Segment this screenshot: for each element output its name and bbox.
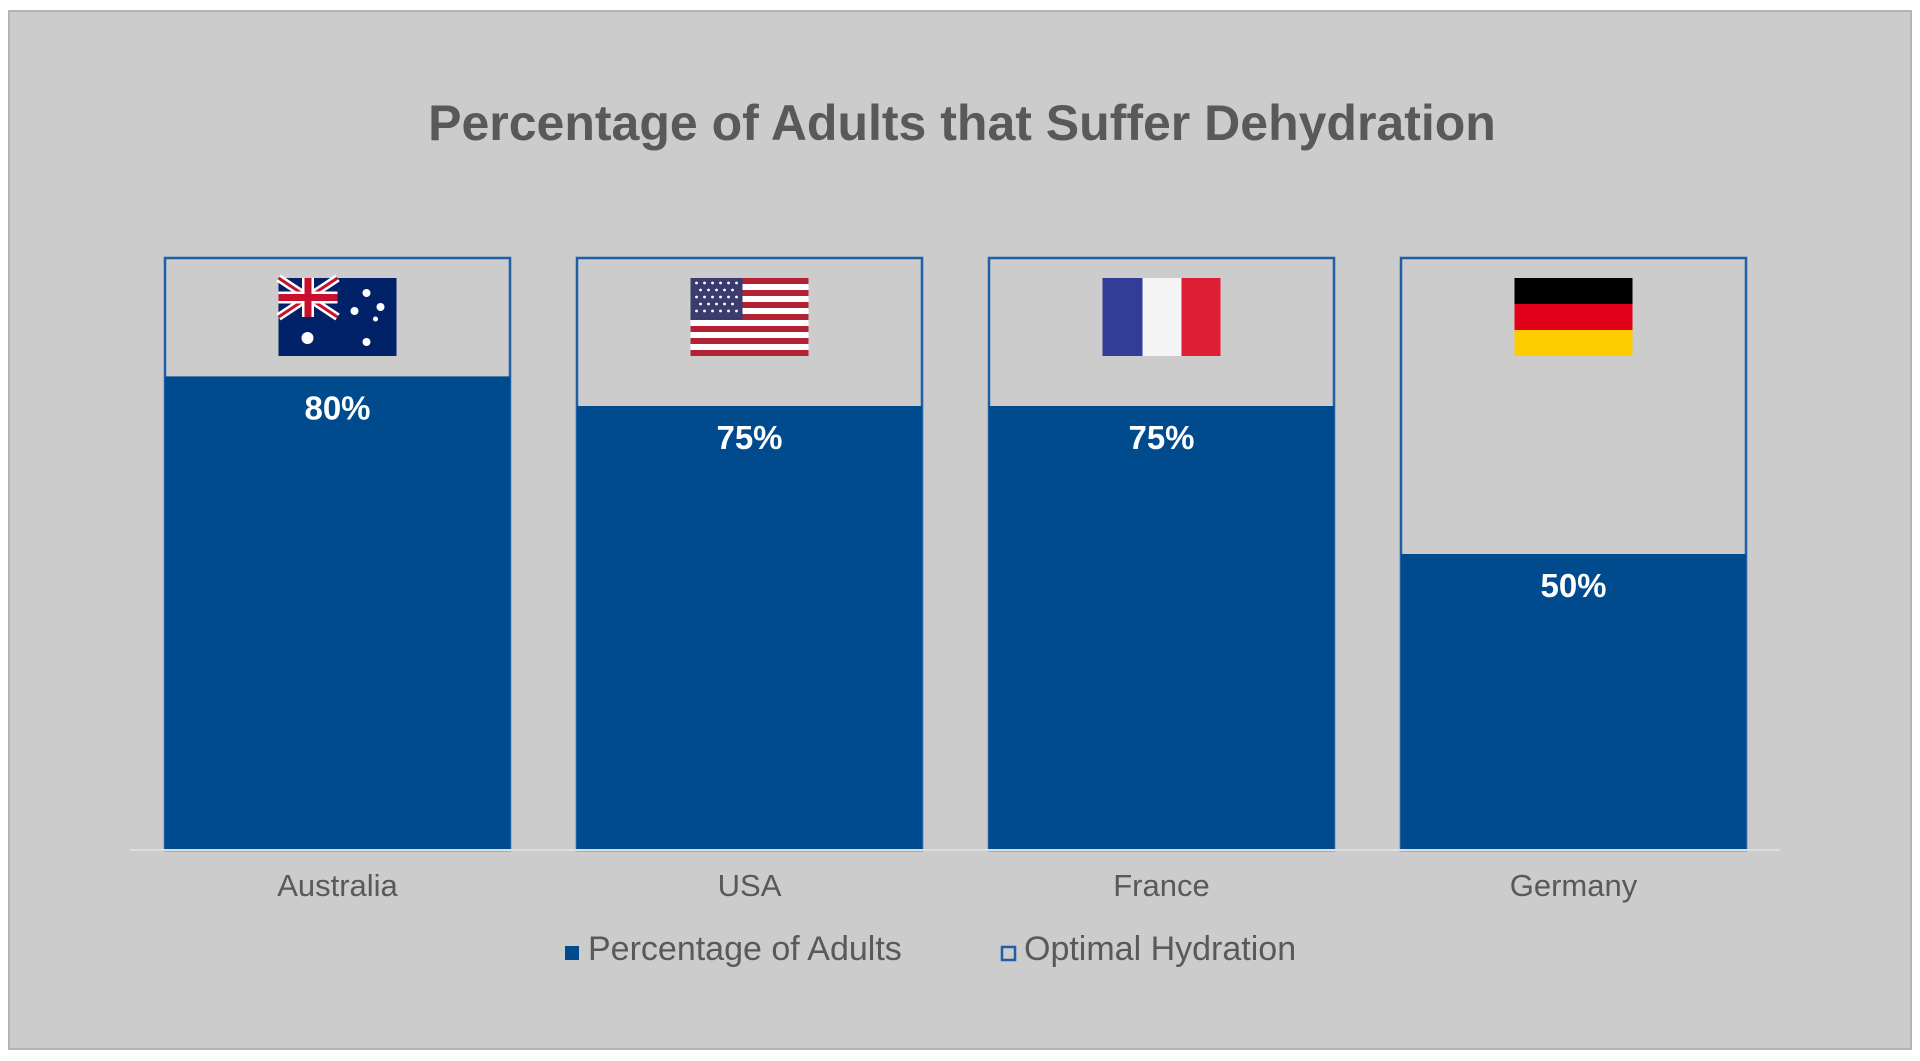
category-labels: Australia USA France Germany bbox=[277, 868, 1638, 903]
data-label-usa: 75% bbox=[716, 419, 782, 456]
data-label-france: 75% bbox=[1128, 419, 1194, 456]
category-label-france: France bbox=[1113, 868, 1209, 903]
data-label-australia: 80% bbox=[304, 389, 370, 426]
chart-svg: Percentage of Adults that Suffer Dehydra… bbox=[130, 95, 1780, 968]
data-label-germany: 50% bbox=[1540, 567, 1606, 604]
bar-percentage-usa bbox=[577, 406, 922, 850]
legend-label-percentage: Percentage of Adults bbox=[588, 930, 902, 968]
legend-label-optimal: Optimal Hydration bbox=[1024, 930, 1296, 968]
category-label-usa: USA bbox=[718, 868, 782, 903]
chart-title: Percentage of Adults that Suffer Dehydra… bbox=[428, 95, 1496, 151]
australia-flag-icon bbox=[279, 278, 397, 356]
germany-flag-icon bbox=[1514, 278, 1633, 356]
chart-frame: Percentage of Adults that Suffer Dehydra… bbox=[8, 10, 1912, 1050]
bar-percentage-germany bbox=[1401, 554, 1746, 850]
legend-swatch-percentage bbox=[565, 946, 579, 960]
usa-flag-icon bbox=[690, 278, 809, 356]
legend-swatch-optimal bbox=[1000, 945, 1017, 962]
category-label-australia: Australia bbox=[277, 868, 398, 903]
legend: Percentage of Adults Optimal Hydration bbox=[565, 930, 1296, 968]
bar-percentage-australia bbox=[165, 376, 510, 850]
bar-percentage-france bbox=[989, 406, 1334, 850]
france-flag-icon bbox=[1102, 278, 1221, 356]
bars-group: 80% 75% 75% 50% bbox=[163, 256, 1748, 852]
category-label-germany: Germany bbox=[1510, 868, 1638, 903]
